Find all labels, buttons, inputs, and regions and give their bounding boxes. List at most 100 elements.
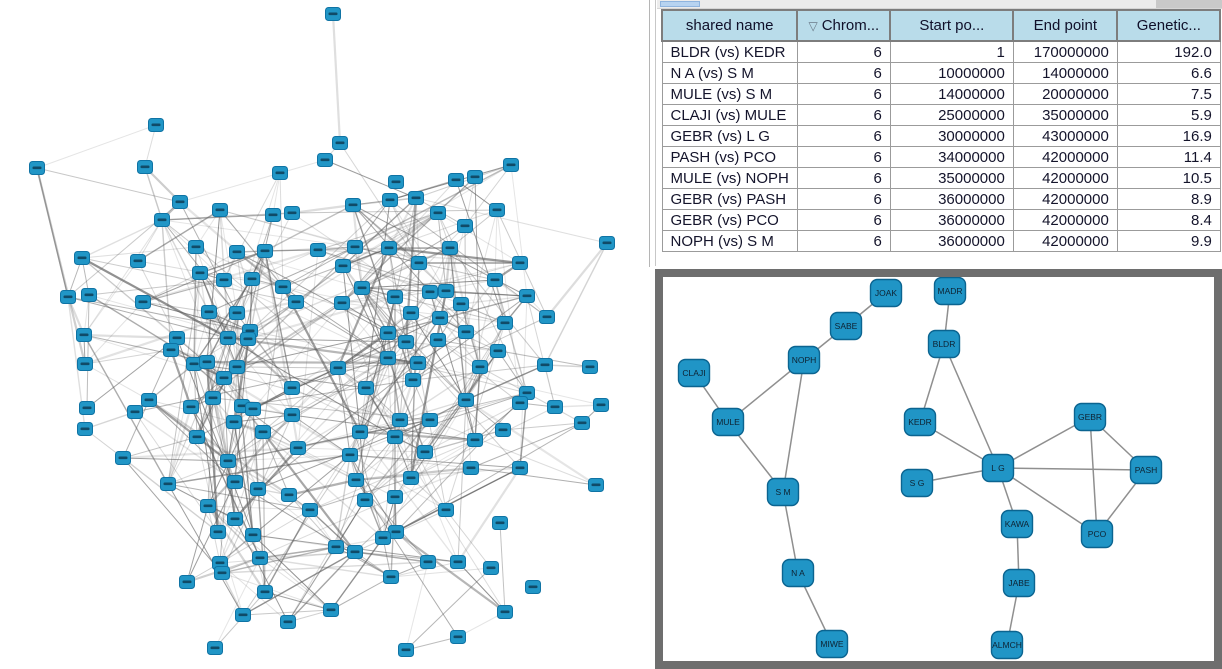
network-edge-gebr-pco[interactable]: [1089, 416, 1098, 535]
network-node[interactable]: [334, 296, 350, 310]
network-node[interactable]: [387, 290, 403, 304]
network-node[interactable]: [495, 423, 511, 437]
column-header-start-po-[interactable]: Start po...: [889, 9, 1015, 42]
network-node[interactable]: [422, 285, 438, 299]
network-node[interactable]: [188, 240, 204, 254]
network-node[interactable]: [593, 398, 609, 412]
network-node[interactable]: [497, 316, 513, 330]
network-node[interactable]: [183, 400, 199, 414]
network-node[interactable]: [422, 413, 438, 427]
network-node[interactable]: [275, 280, 291, 294]
column-header-genetic-[interactable]: Genetic...: [1116, 9, 1222, 42]
network-node[interactable]: [457, 219, 473, 233]
network-node[interactable]: [574, 416, 590, 430]
network-node[interactable]: [387, 430, 403, 444]
network-node-bldr[interactable]: BLDR: [927, 329, 961, 359]
network-node[interactable]: [463, 461, 479, 475]
network-node[interactable]: [403, 471, 419, 485]
network-node[interactable]: [148, 118, 164, 132]
network-node[interactable]: [77, 422, 93, 436]
network-node[interactable]: [380, 351, 396, 365]
network-node[interactable]: [199, 355, 215, 369]
network-node[interactable]: [398, 643, 414, 657]
network-node[interactable]: [284, 408, 300, 422]
network-node[interactable]: [212, 203, 228, 217]
network-node[interactable]: [512, 396, 528, 410]
network-node[interactable]: [290, 441, 306, 455]
network-node[interactable]: [375, 531, 391, 545]
network-node-noph[interactable]: NOPH: [787, 345, 821, 375]
network-node[interactable]: [497, 605, 513, 619]
table-row[interactable]: BLDR (vs) KEDR 6 1 170000000 192.0: [661, 40, 1221, 63]
network-node[interactable]: [235, 608, 251, 622]
left-network-canvas[interactable]: [0, 0, 655, 669]
network-node[interactable]: [272, 166, 288, 180]
network-node[interactable]: [417, 445, 433, 459]
network-node[interactable]: [257, 585, 273, 599]
network-node-kedr[interactable]: KEDR: [903, 407, 937, 437]
network-node[interactable]: [411, 256, 427, 270]
network-node[interactable]: [410, 356, 426, 370]
network-node-gebr[interactable]: GEBR: [1073, 402, 1107, 432]
network-node[interactable]: [240, 332, 256, 346]
network-node[interactable]: [205, 391, 221, 405]
network-node[interactable]: [317, 153, 333, 167]
network-node[interactable]: [284, 206, 300, 220]
network-node[interactable]: [472, 360, 488, 374]
network-node[interactable]: [201, 305, 217, 319]
network-node[interactable]: [383, 570, 399, 584]
network-node[interactable]: [332, 136, 348, 150]
network-node-mule[interactable]: MULE: [711, 407, 745, 437]
network-node[interactable]: [302, 503, 318, 517]
network-node[interactable]: [284, 381, 300, 395]
network-node[interactable]: [467, 170, 483, 184]
network-node[interactable]: [81, 288, 97, 302]
network-node-s-m[interactable]: S M: [766, 477, 800, 507]
network-node[interactable]: [358, 381, 374, 395]
network-node-n-a[interactable]: N A: [781, 558, 815, 588]
network-node[interactable]: [323, 603, 339, 617]
network-node[interactable]: [220, 331, 236, 345]
network-node[interactable]: [408, 191, 424, 205]
network-node[interactable]: [547, 400, 563, 414]
network-edge-l-g-pash[interactable]: [997, 467, 1147, 471]
network-node[interactable]: [229, 245, 245, 259]
network-node[interactable]: [76, 328, 92, 342]
network-node[interactable]: [512, 256, 528, 270]
network-node-madr[interactable]: MADR: [933, 277, 967, 306]
network-node[interactable]: [245, 402, 261, 416]
network-node[interactable]: [430, 333, 446, 347]
network-node[interactable]: [192, 266, 208, 280]
network-node[interactable]: [489, 203, 505, 217]
network-node[interactable]: [450, 555, 466, 569]
network-node-s-g[interactable]: S G: [900, 468, 934, 498]
network-node-almch[interactable]: ALMCH: [990, 630, 1024, 660]
table-row[interactable]: MULE (vs) S M 6 14000000 20000000 7.5: [661, 83, 1221, 105]
network-node[interactable]: [210, 525, 226, 539]
scrollbar-thumb[interactable]: [660, 1, 700, 7]
network-node[interactable]: [348, 473, 364, 487]
network-node[interactable]: [442, 241, 458, 255]
network-node[interactable]: [438, 284, 454, 298]
network-node[interactable]: [490, 344, 506, 358]
network-node[interactable]: [345, 198, 361, 212]
network-node[interactable]: [405, 373, 421, 387]
network-node[interactable]: [357, 493, 373, 507]
network-node[interactable]: [328, 540, 344, 554]
network-node[interactable]: [115, 451, 131, 465]
network-node[interactable]: [352, 425, 368, 439]
network-node[interactable]: [388, 175, 404, 189]
table-row[interactable]: PASH (vs) PCO 6 34000000 42000000 11.4: [661, 146, 1221, 168]
table-row[interactable]: MULE (vs) NOPH 6 35000000 42000000 10.5: [661, 167, 1221, 189]
network-node[interactable]: [130, 254, 146, 268]
network-node-miwe[interactable]: MIWE: [815, 629, 849, 659]
table-row[interactable]: GEBR (vs) L G 6 30000000 43000000 16.9: [661, 125, 1221, 147]
network-node[interactable]: [403, 306, 419, 320]
network-node[interactable]: [512, 461, 528, 475]
network-node[interactable]: [503, 158, 519, 172]
network-node-joak[interactable]: JOAK: [869, 278, 903, 308]
network-node-pash[interactable]: PASH: [1129, 455, 1163, 485]
network-node[interactable]: [354, 281, 370, 295]
network-node[interactable]: [226, 415, 242, 429]
network-node-jabe[interactable]: JABE: [1002, 568, 1036, 598]
